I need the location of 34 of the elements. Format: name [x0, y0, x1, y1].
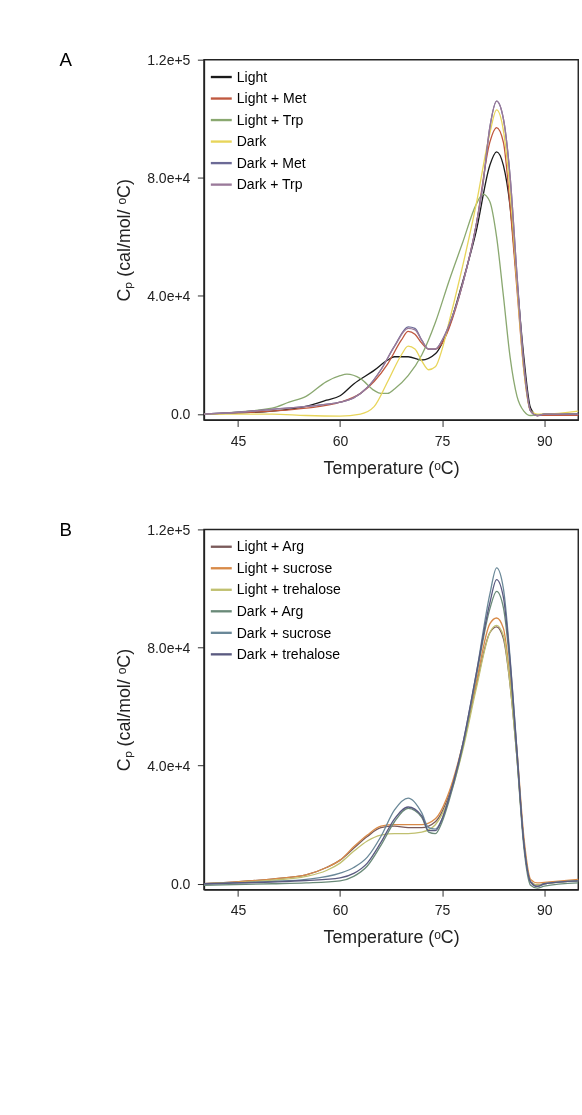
y-tick-label: 8.0e+4 [147, 169, 191, 186]
legend-label: Dark + Met [236, 154, 306, 171]
legend-label: Dark + trehalose [236, 646, 341, 663]
y-tick-label: 4.0e+4 [147, 288, 191, 305]
y-tick-label: 0.0 [170, 875, 191, 892]
y-axis-title: Cₚ (cal/mol/ ᵒC) [114, 179, 136, 302]
x-tick-label: 45 [230, 902, 247, 919]
legend-label: Light + Trp [236, 111, 304, 128]
x-tick-label: 90 [536, 902, 553, 919]
y-tick-label: 4.0e+4 [147, 757, 191, 774]
y-tick-label: 8.0e+4 [147, 639, 191, 656]
legend-label: Light + Arg [236, 538, 305, 555]
x-tick-label: 75 [434, 902, 451, 919]
x-tick-label: 45 [230, 432, 247, 449]
x-tick-label: 60 [332, 902, 349, 919]
legend-label: Light [236, 68, 268, 85]
legend-label: Light + Met [236, 90, 307, 107]
legend-label: Dark + Arg [236, 602, 304, 619]
legend-label: Dark + sucrose [236, 624, 332, 641]
x-tick-label: 60 [332, 432, 349, 449]
chart-title: A [59, 49, 73, 71]
y-tick-label: 0.0 [170, 406, 191, 423]
x-tick-label: 90 [536, 432, 553, 449]
legend-label: Dark + Trp [236, 176, 303, 193]
legend-label: Light + sucrose [236, 559, 333, 576]
x-axis-title: Temperature (ᵒC) [323, 457, 460, 478]
y-axis-title: Cₚ (cal/mol/ ᵒC) [114, 648, 136, 772]
x-axis-title: Temperature (ᵒC) [323, 927, 460, 948]
x-tick-label: 75 [434, 432, 451, 449]
chart-title: B [59, 518, 73, 540]
y-tick-label: 1.2e+5 [147, 521, 191, 538]
legend-label: Light + trehalose [236, 581, 341, 598]
y-tick-label: 1.2e+5 [147, 51, 191, 68]
legend-label: Dark [236, 133, 268, 150]
